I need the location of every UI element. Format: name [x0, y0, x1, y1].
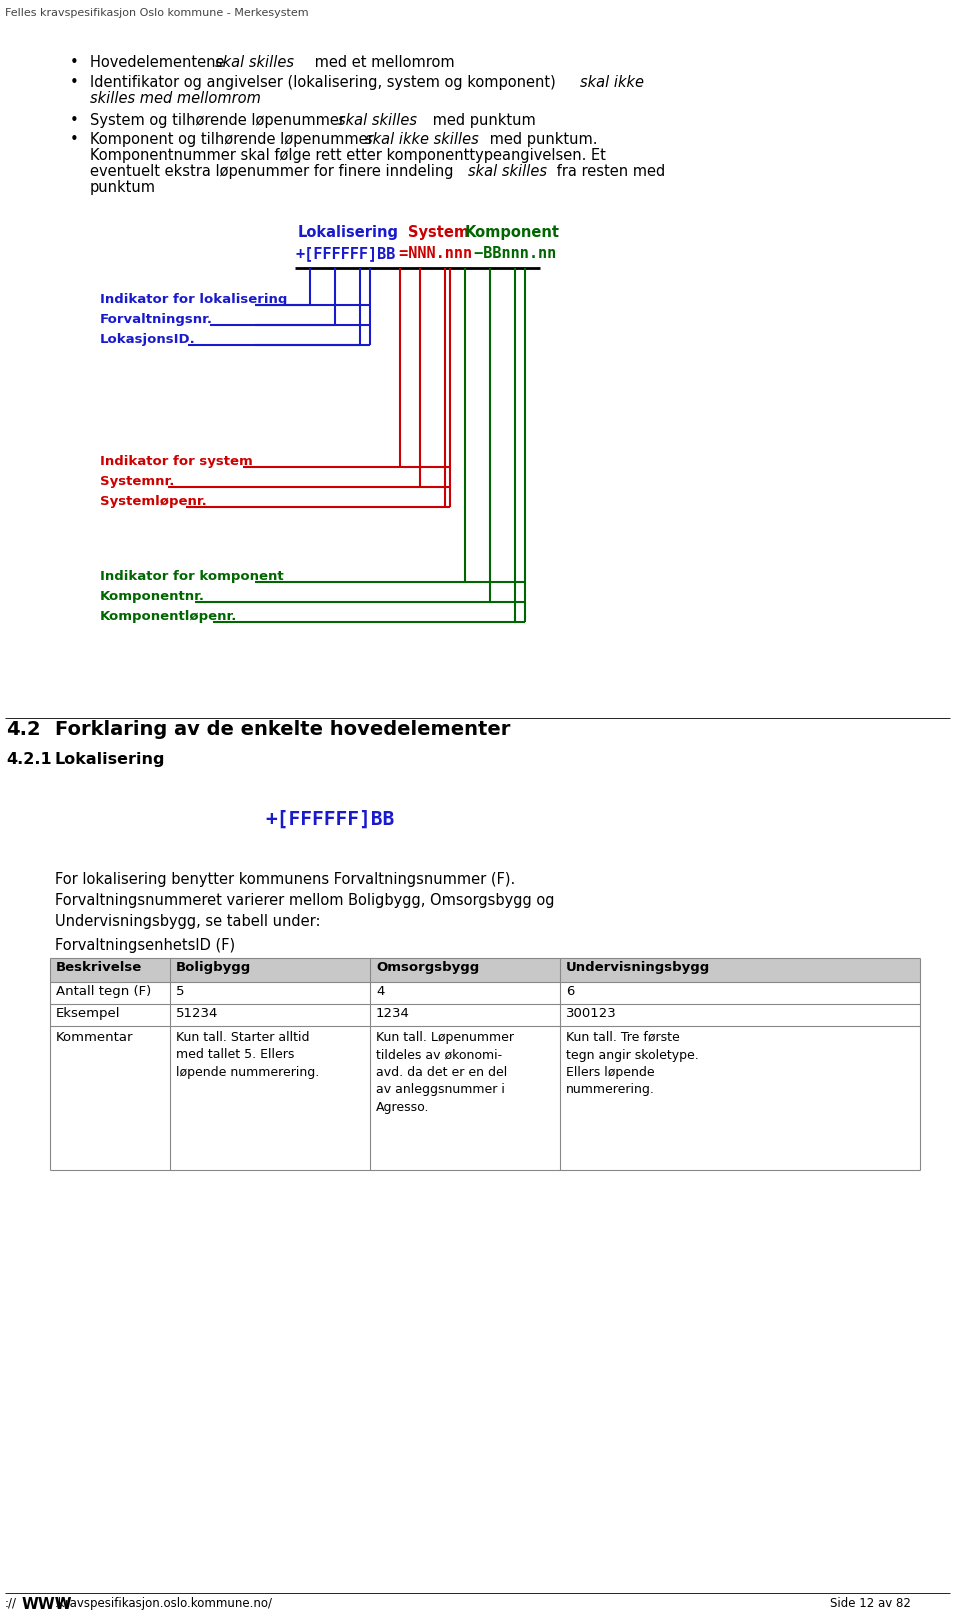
Text: Kun tall. Starter alltid
med tallet 5. Ellers
løpende nummerering.: Kun tall. Starter alltid med tallet 5. E… [176, 1031, 320, 1079]
Text: Omsorgsbygg: Omsorgsbygg [376, 962, 479, 974]
Text: Komponent og tilhørende løpenummer: Komponent og tilhørende løpenummer [90, 133, 378, 147]
Text: WWW: WWW [22, 1597, 73, 1613]
Text: =NNN.nnn: =NNN.nnn [390, 246, 472, 262]
Text: Indikator for system: Indikator for system [100, 456, 252, 469]
Text: ://: :// [5, 1597, 17, 1610]
Text: Eksempel: Eksempel [56, 1007, 121, 1020]
Text: Kommentar: Kommentar [56, 1031, 133, 1044]
Text: 4: 4 [376, 986, 384, 999]
Text: Felles kravspesifikasjon Oslo kommune - Merkesystem: Felles kravspesifikasjon Oslo kommune - … [5, 8, 308, 18]
Text: 4.2: 4.2 [6, 721, 40, 739]
Text: +[FFFFFF]BB: +[FFFFFF]BB [265, 810, 395, 829]
Text: 4.2.1: 4.2.1 [6, 751, 52, 768]
Text: 300123: 300123 [566, 1007, 616, 1020]
Text: +[FFFFFF]BB: +[FFFFFF]BB [295, 246, 396, 262]
Text: Forvaltningsnr.: Forvaltningsnr. [100, 314, 213, 326]
Text: Beskrivelse: Beskrivelse [56, 962, 142, 974]
Text: Komponentløpenr.: Komponentløpenr. [100, 609, 237, 624]
Text: Komponentnummer skal følge rett etter komponenttypeangivelsen. Et: Komponentnummer skal følge rett etter ko… [90, 149, 606, 163]
Text: For lokalisering benytter kommunens Forvaltningsnummer (F).
Forvaltningsnummeret: For lokalisering benytter kommunens Forv… [55, 873, 555, 929]
Text: Hovedelementene: Hovedelementene [90, 55, 229, 69]
Text: skal ikke: skal ikke [580, 74, 644, 90]
Text: Forklaring av de enkelte hovedelementer: Forklaring av de enkelte hovedelementer [55, 721, 511, 739]
Text: Komponentnr.: Komponentnr. [100, 590, 205, 603]
Text: LokasjonsID.: LokasjonsID. [100, 333, 196, 346]
Text: skilles med mellomrom: skilles med mellomrom [90, 90, 261, 107]
Text: •: • [70, 55, 79, 69]
Text: Identifikator og angivelser (lokalisering, system og komponent): Identifikator og angivelser (lokaliserin… [90, 74, 561, 90]
Text: −BBnnn.nn: −BBnnn.nn [465, 246, 556, 262]
Text: skal ikke skilles: skal ikke skilles [365, 133, 479, 147]
Text: •: • [70, 74, 79, 90]
Bar [50, 958, 920, 983]
Text: 6: 6 [566, 986, 574, 999]
Text: Boligbygg: Boligbygg [176, 962, 252, 974]
Text: Komponent: Komponent [465, 225, 560, 241]
Text: eventuelt ekstra løpenummer for finere inndeling: eventuelt ekstra løpenummer for finere i… [90, 163, 458, 179]
Text: Systemløpenr.: Systemløpenr. [100, 494, 206, 507]
Text: skal skilles: skal skilles [215, 55, 294, 69]
Text: Kun tall. Løpenummer
tildeles av økonomi-
avd. da det er en del
av anleggsnummer: Kun tall. Løpenummer tildeles av økonomi… [376, 1031, 514, 1113]
Text: Kun tall. Tre første
tegn angir skoletype.
Ellers løpende
nummerering.: Kun tall. Tre første tegn angir skoletyp… [566, 1031, 699, 1097]
Text: Systemnr.: Systemnr. [100, 475, 175, 488]
Text: Indikator for komponent: Indikator for komponent [100, 570, 283, 583]
Text: Undervisningsbygg: Undervisningsbygg [566, 962, 710, 974]
Text: 51234: 51234 [176, 1007, 218, 1020]
Text: skal skilles: skal skilles [468, 163, 547, 179]
Text: 1234: 1234 [376, 1007, 410, 1020]
Text: Antall tegn (F): Antall tegn (F) [56, 986, 152, 999]
Text: Side 12 av 82: Side 12 av 82 [830, 1597, 911, 1610]
Text: ForvaltningsenhetsID (F): ForvaltningsenhetsID (F) [55, 937, 235, 953]
Text: Lokalisering: Lokalisering [55, 751, 165, 768]
Text: .kravspesifikasjon.oslo.kommune.no/: .kravspesifikasjon.oslo.kommune.no/ [55, 1597, 273, 1610]
Text: System og tilhørende løpenummer: System og tilhørende løpenummer [90, 113, 349, 128]
Text: med punktum.: med punktum. [485, 133, 597, 147]
Text: Lokalisering: Lokalisering [298, 225, 399, 241]
Text: System: System [408, 225, 469, 241]
Text: punktum: punktum [90, 179, 156, 196]
Text: •: • [70, 133, 79, 147]
Text: skal skilles: skal skilles [338, 113, 417, 128]
Text: Indikator for lokalisering: Indikator for lokalisering [100, 292, 287, 305]
Text: fra resten med: fra resten med [552, 163, 665, 179]
Text: 5: 5 [176, 986, 184, 999]
Text: med et mellomrom: med et mellomrom [310, 55, 455, 69]
Text: •: • [70, 113, 79, 128]
Text: med punktum: med punktum [428, 113, 536, 128]
